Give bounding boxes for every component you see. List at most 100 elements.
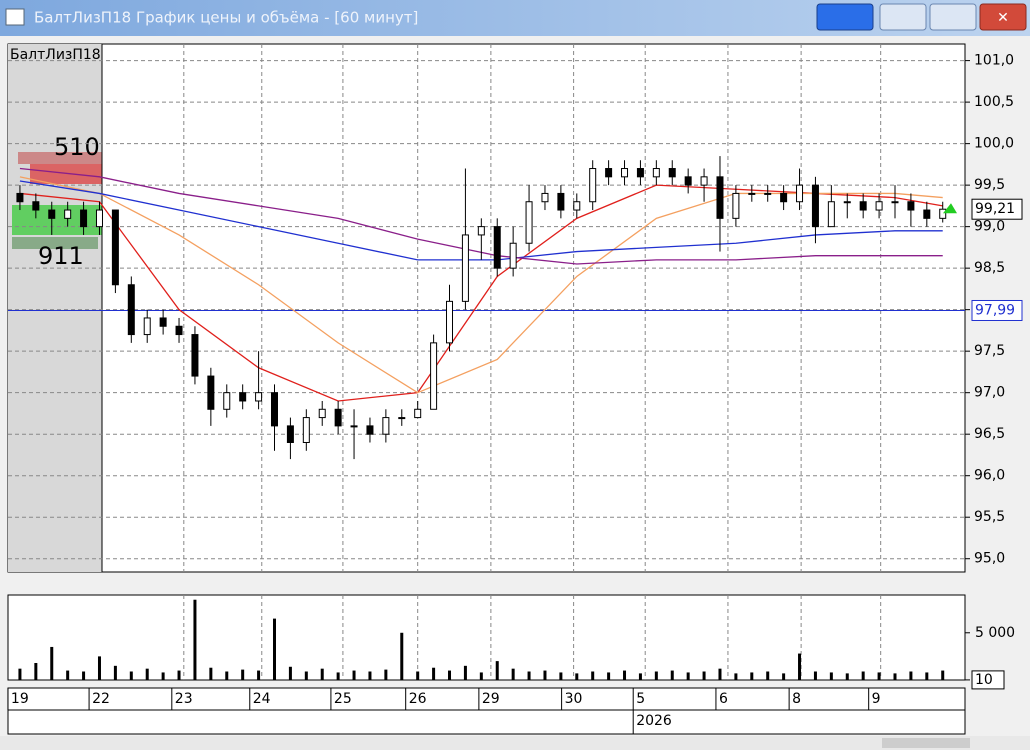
volume-bar: [893, 673, 897, 680]
price-panel: [7, 43, 966, 573]
volume-bar: [702, 671, 706, 680]
volume-bar: [686, 672, 690, 680]
close-button[interactable]: [979, 3, 1027, 31]
candle-body: [493, 226, 501, 269]
volume-bar: [734, 673, 738, 680]
candle-body: [239, 392, 247, 402]
volume-tick-label: 5 000: [975, 625, 1015, 641]
year-row: [7, 709, 966, 735]
volume-bar: [479, 672, 483, 680]
year-label: 2026: [636, 713, 672, 729]
volume-bar: [909, 671, 913, 680]
volume-bar: [304, 671, 308, 680]
candle-body: [732, 192, 740, 219]
candle-body: [811, 184, 819, 228]
candle-body: [843, 201, 851, 204]
x-tick-label: 23: [175, 691, 193, 707]
volume-bar: [320, 668, 324, 680]
y-tick-label: 95,0: [974, 551, 1005, 567]
candle-body: [32, 201, 40, 211]
candle-body: [95, 209, 103, 228]
level-label: 97,99: [975, 302, 1015, 318]
candle-body: [334, 408, 342, 427]
candle-body: [366, 425, 374, 435]
candle-body: [907, 201, 915, 211]
candle-body: [509, 242, 517, 269]
y-tick-label: 96,5: [974, 426, 1005, 442]
y-tick-label: 96,0: [974, 468, 1005, 484]
x-tick-label: 29: [482, 691, 500, 707]
candle-body: [207, 375, 215, 410]
candle-body: [398, 417, 406, 420]
volume-bar: [511, 668, 515, 680]
volume-bar: [34, 663, 38, 680]
volume-tick-box: [971, 670, 1005, 690]
volume-bar: [766, 671, 770, 680]
candle-body: [127, 284, 135, 336]
volume-bar: [654, 671, 658, 680]
y-tick-label: 98,5: [974, 260, 1005, 276]
volume-bar: [288, 666, 292, 680]
volume-bar: [670, 670, 674, 680]
volume-bar: [368, 671, 372, 680]
candle-body: [430, 342, 438, 410]
candle-body: [589, 168, 597, 203]
candle-body: [573, 201, 581, 211]
volume-bar: [813, 671, 817, 680]
candle-body: [191, 334, 199, 377]
volume-bar: [241, 669, 245, 680]
x-tick-label: 9: [872, 691, 881, 707]
candle-body: [477, 226, 485, 236]
volume-bar: [177, 670, 181, 680]
candle-body: [764, 192, 772, 195]
candle-body: [652, 168, 660, 178]
candle-body: [636, 168, 644, 178]
profile-bar: [12, 237, 98, 249]
candle-body: [875, 201, 883, 211]
volume-bar: [352, 670, 356, 680]
candle-body: [700, 176, 708, 186]
candle-body: [923, 209, 931, 219]
volume-bar: [718, 668, 722, 680]
candle-body: [557, 192, 565, 211]
legend-label: БалтЛизП18: [10, 47, 101, 63]
scrollbar[interactable]: [0, 736, 1030, 750]
candle-body: [143, 317, 151, 336]
volume-panel: [7, 594, 966, 681]
volume-bar: [82, 671, 86, 680]
candle-body: [796, 184, 804, 203]
candle-body: [605, 168, 613, 178]
volume-bar: [161, 672, 165, 680]
candle-body: [827, 201, 835, 228]
close-icon: ✕: [997, 10, 1009, 26]
volume-bar: [50, 646, 54, 680]
maximize-button[interactable]: [929, 3, 977, 31]
volume-bar: [829, 672, 833, 680]
scroll-thumb[interactable]: [882, 738, 970, 748]
volume-bar: [543, 670, 547, 680]
candle-body: [64, 209, 72, 219]
candle-body: [255, 392, 263, 402]
link-button[interactable]: [816, 3, 874, 31]
profile-top-label: 510: [54, 133, 100, 161]
volume-bar: [113, 665, 117, 680]
volume-bar: [384, 669, 388, 680]
volume-bar: [798, 653, 802, 680]
window-title: БалтЛизП18 График цены и объёма - [60 ми…: [34, 9, 418, 27]
volume-bar: [861, 671, 865, 680]
volume-bar: [495, 661, 499, 680]
candle-body: [716, 176, 724, 219]
volume-bar: [257, 670, 261, 680]
volume-bar: [559, 672, 563, 680]
profile-bar: [30, 164, 102, 184]
candle-body: [111, 209, 119, 286]
profile-area: [8, 44, 102, 572]
profile-bar: [12, 205, 102, 235]
minimize-button[interactable]: [879, 3, 927, 31]
volume-bar: [750, 672, 754, 680]
candle-body: [446, 300, 454, 344]
x-tick-label: 26: [409, 691, 427, 707]
candle-body: [780, 192, 788, 203]
x-tick-label: 6: [719, 691, 728, 707]
profile-bottom-label: 911: [38, 242, 84, 270]
